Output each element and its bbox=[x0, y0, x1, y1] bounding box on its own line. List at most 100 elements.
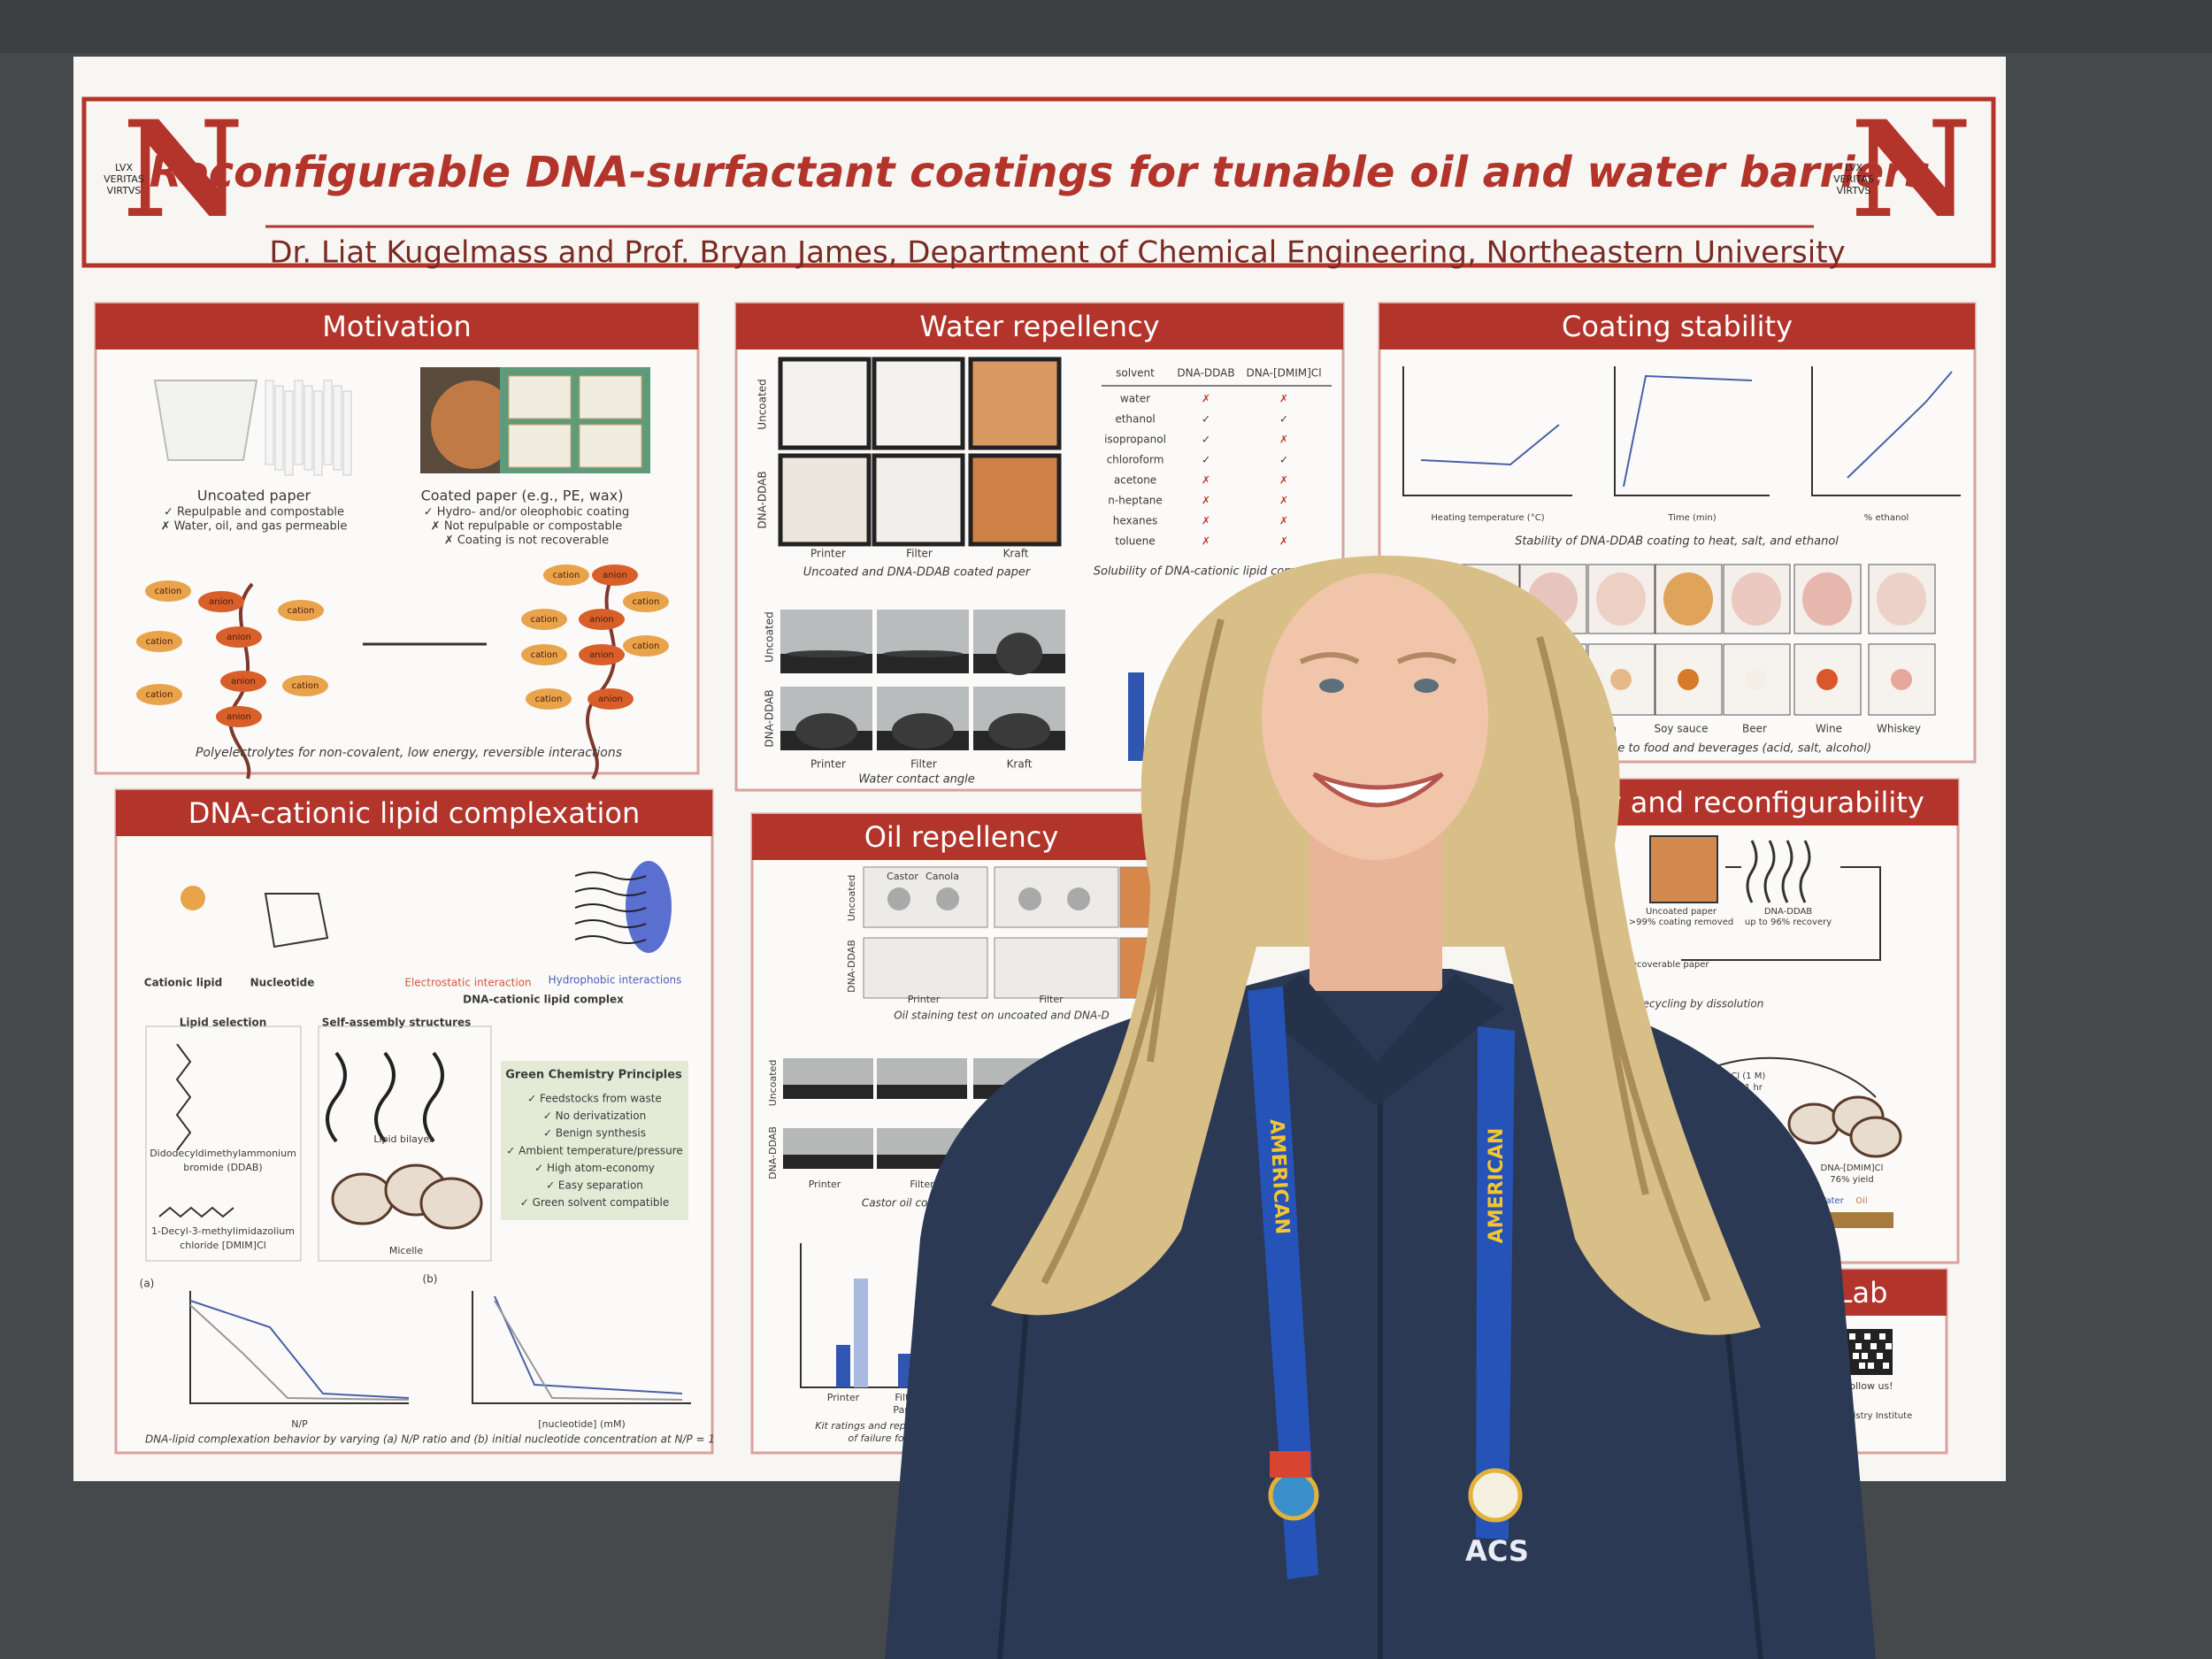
diagram-label: Didodecyldimethylammonium bbox=[150, 1148, 296, 1159]
table-cell: ✗ bbox=[1279, 474, 1288, 487]
bar-figure bbox=[836, 1345, 850, 1387]
column-label: Printer bbox=[908, 994, 941, 1005]
stain bbox=[1746, 669, 1767, 690]
lipid-tail bbox=[574, 903, 647, 912]
diagram-label: d recoverable paper bbox=[1619, 960, 1709, 970]
straw bbox=[333, 385, 342, 471]
stain bbox=[1877, 572, 1926, 626]
lanyard-right bbox=[1476, 1026, 1515, 1540]
diagram-label: DNA-[DMIM]Cl bbox=[1821, 1164, 1884, 1173]
diagram-label: 1-Decyl-3-methylimidazolium bbox=[151, 1225, 295, 1237]
table-cell: ✗ bbox=[1279, 495, 1288, 507]
eye-left bbox=[1319, 679, 1344, 693]
section-title: Coating stability bbox=[1562, 310, 1793, 343]
coated-cup bbox=[431, 380, 516, 469]
pin bbox=[1268, 1470, 1319, 1521]
ion-label: anion bbox=[589, 615, 614, 625]
column-label: Canola bbox=[926, 871, 959, 882]
plot-axes bbox=[1614, 366, 1770, 496]
dna-lipid bbox=[1763, 840, 1776, 903]
ion-label: anion bbox=[209, 597, 234, 607]
list-item: ✓ Repulpable and compostable bbox=[164, 506, 344, 519]
qr-cell bbox=[1862, 1353, 1868, 1359]
oil-drop bbox=[1067, 887, 1090, 910]
caption: Stability of DNA-DDAB coating to heat, s… bbox=[1515, 535, 1839, 549]
green-item: ✓ Benign synthesis bbox=[543, 1127, 646, 1140]
list-item: ✗ Water, oil, and gas permeable bbox=[161, 520, 348, 534]
straw bbox=[274, 385, 284, 471]
axis-label: [nucleotide] (mM) bbox=[538, 1418, 626, 1430]
plot-axes bbox=[1402, 366, 1572, 496]
qr-cell bbox=[1849, 1333, 1855, 1340]
ion bbox=[278, 600, 324, 621]
lanyard-left bbox=[1248, 987, 1318, 1579]
column-label: Filter bbox=[906, 548, 933, 560]
ion-label: cation bbox=[146, 690, 173, 700]
table-header: solvent bbox=[1116, 367, 1155, 380]
section-title: Oil repellency bbox=[864, 820, 1059, 854]
face bbox=[1262, 573, 1488, 860]
axis-label: Heating temperature (°C) bbox=[1431, 513, 1544, 523]
plot-axes bbox=[472, 1291, 691, 1404]
diagram-label: Nucleotide bbox=[250, 977, 315, 989]
ion bbox=[526, 688, 572, 710]
ion-label: anion bbox=[227, 633, 251, 642]
table-cell: ✓ bbox=[1279, 413, 1288, 426]
ion bbox=[198, 591, 244, 612]
oil-photo bbox=[863, 866, 988, 928]
nucleotide bbox=[264, 893, 329, 949]
bilayer bbox=[374, 1051, 396, 1143]
paper-sample bbox=[872, 453, 965, 547]
stain bbox=[1678, 669, 1699, 690]
ion bbox=[579, 609, 625, 630]
dna-lipid bbox=[1781, 840, 1793, 903]
contact-stage bbox=[780, 654, 872, 673]
column-label: Filter bbox=[1039, 994, 1064, 1005]
lanyard-text: AMERICAN bbox=[1486, 1128, 1508, 1244]
stain bbox=[1663, 572, 1713, 626]
qr-cell bbox=[1883, 1363, 1889, 1369]
diagram-label: nd recycling by dissolution bbox=[1622, 998, 1764, 1010]
table-cell: toluene bbox=[1115, 535, 1155, 548]
section-header bbox=[736, 303, 1343, 349]
wall-top bbox=[0, 0, 2212, 53]
row-label: Uncoated bbox=[846, 875, 857, 922]
table-cell: ✓ bbox=[1279, 454, 1288, 466]
shirt-seams bbox=[997, 1062, 1763, 1659]
poster-title: Reconfigurable DNA-surfactant coatings f… bbox=[150, 148, 1931, 197]
ion-label: cation bbox=[155, 587, 182, 596]
caption: Polyelectrolytes for non-covalent, low e… bbox=[196, 746, 622, 760]
green-item: ✓ Green solvent compatible bbox=[520, 1196, 670, 1209]
footer-label: Follow us! bbox=[1844, 1380, 1893, 1392]
green-item: ✓ High atom-economy bbox=[534, 1162, 655, 1174]
list-item: ✓ Hydro- and/or oleophobic coating bbox=[424, 506, 629, 519]
food-box bbox=[508, 375, 572, 419]
table-cell: ✗ bbox=[1279, 393, 1288, 405]
row-label: DNA-DDAB bbox=[846, 940, 857, 993]
lipid-tail bbox=[574, 887, 647, 896]
lipid-tail bbox=[574, 919, 647, 928]
oil-photo bbox=[994, 866, 1119, 928]
bilayer bbox=[326, 1051, 347, 1143]
column-label: Kraft bbox=[1003, 548, 1029, 560]
food-box bbox=[508, 424, 572, 468]
poster-authors: Dr. Liat Kugelmass and Prof. Bryan James… bbox=[269, 235, 1845, 271]
row-label: DNA-DDAB bbox=[764, 689, 776, 747]
diagram-label: Oil bbox=[1855, 1196, 1867, 1206]
table-cell: ethanol bbox=[1115, 413, 1155, 426]
stain bbox=[1802, 572, 1852, 626]
qr-cell bbox=[1870, 1343, 1877, 1349]
sub-box bbox=[318, 1025, 492, 1262]
column-label: Beer bbox=[1742, 723, 1767, 735]
green-item: ✓ Ambient temperature/pressure bbox=[506, 1144, 683, 1156]
micelle bbox=[1787, 1102, 1840, 1145]
straw bbox=[313, 390, 323, 476]
diagram-label: Lipid selection bbox=[180, 1017, 267, 1029]
caption: tolerance to food and beverages (acid, s… bbox=[1571, 742, 1871, 756]
green-title: Green Chemistry Principles bbox=[505, 1069, 682, 1082]
section-title: Motivation bbox=[322, 310, 471, 343]
ion bbox=[521, 609, 567, 630]
straw bbox=[323, 380, 333, 465]
paper-sample bbox=[968, 453, 1062, 547]
list-item: ✗ Coating is not recoverable bbox=[444, 534, 609, 548]
